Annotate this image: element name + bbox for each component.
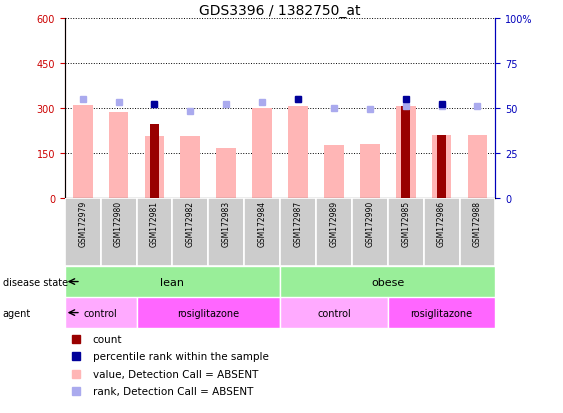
Bar (73, 105, 92, 198)
Bar (172, 198, 208, 266)
Bar (324, 146, 344, 198)
Bar (101, 198, 137, 266)
Title: GDS3396 / 1382750_at: GDS3396 / 1382750_at (199, 4, 361, 18)
Text: GSM172979: GSM172979 (78, 200, 87, 247)
Bar (288, 107, 308, 198)
Bar (145, 137, 164, 198)
Text: control: control (84, 308, 118, 318)
Text: percentile rank within the sample: percentile rank within the sample (93, 351, 269, 361)
Bar (352, 198, 388, 266)
Text: control: control (317, 308, 351, 318)
Bar (280, 297, 388, 328)
Bar (316, 198, 352, 266)
Bar (208, 198, 244, 266)
Bar (181, 137, 200, 198)
Text: GSM172986: GSM172986 (437, 200, 446, 246)
Bar (65, 297, 137, 328)
Bar (437, 135, 446, 198)
Text: GSM172987: GSM172987 (293, 200, 302, 246)
Bar (280, 198, 316, 266)
Bar (244, 198, 280, 266)
Bar (109, 113, 128, 198)
Bar (459, 198, 495, 266)
Text: GSM172988: GSM172988 (473, 200, 482, 246)
Text: agent: agent (3, 308, 31, 318)
Text: GSM172990: GSM172990 (365, 200, 374, 247)
Bar (137, 297, 280, 328)
Text: GSM172985: GSM172985 (401, 200, 410, 246)
Text: GSM172980: GSM172980 (114, 200, 123, 246)
Bar (396, 107, 415, 198)
Bar (150, 125, 159, 198)
Bar (388, 297, 495, 328)
Bar (137, 198, 172, 266)
Bar (252, 109, 272, 198)
Bar (424, 198, 459, 266)
Text: lean: lean (160, 277, 185, 287)
Text: GSM172981: GSM172981 (150, 200, 159, 246)
Bar (401, 107, 410, 198)
Text: GSM172984: GSM172984 (258, 200, 267, 246)
Bar (360, 145, 379, 198)
Text: count: count (93, 334, 122, 344)
Bar (65, 198, 101, 266)
Text: GSM172982: GSM172982 (186, 200, 195, 246)
Text: obese: obese (371, 277, 404, 287)
Bar (216, 149, 236, 198)
Text: rosiglitazone: rosiglitazone (177, 308, 239, 318)
Text: disease state: disease state (3, 277, 68, 287)
Bar (280, 266, 495, 297)
Text: rank, Detection Call = ABSENT: rank, Detection Call = ABSENT (93, 386, 253, 396)
Text: GSM172989: GSM172989 (329, 200, 338, 246)
Text: value, Detection Call = ABSENT: value, Detection Call = ABSENT (93, 369, 258, 379)
Text: rosiglitazone: rosiglitazone (410, 308, 473, 318)
Bar (468, 135, 488, 198)
Bar (388, 198, 424, 266)
Text: GSM172983: GSM172983 (222, 200, 231, 246)
Bar (432, 135, 452, 198)
Bar (65, 266, 280, 297)
